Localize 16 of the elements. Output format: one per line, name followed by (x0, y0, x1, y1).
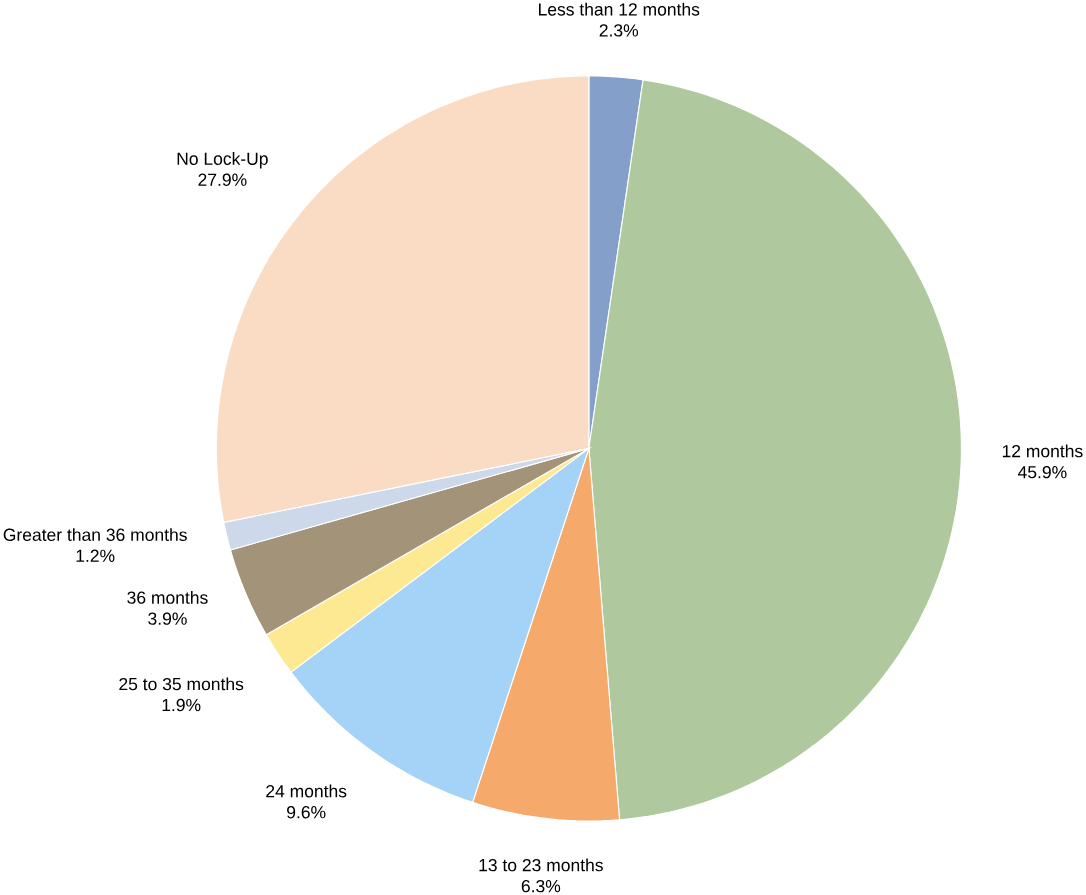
slice-label: 24 months (266, 784, 347, 798)
slice-label: 12 months (1002, 444, 1083, 458)
slice-label: 25 to 35 months (119, 677, 244, 691)
slice-label: No Lock-Up (177, 152, 268, 169)
data-label: 1.2% (76, 549, 115, 562)
slice-label: Greater than 36 months (3, 528, 187, 541)
data-label: 6.3% (521, 879, 561, 893)
data-label: 27.9% (198, 173, 247, 186)
data-label: 2.3% (599, 24, 639, 37)
data-label: 3.9% (148, 612, 187, 625)
slice-label: 36 months (127, 590, 208, 604)
data-label: 1.9% (162, 698, 201, 712)
slice-label: 13 to 23 months (479, 858, 603, 872)
slice-label: Less than 12 months (538, 2, 700, 16)
data-label: 45.9% (1017, 465, 1067, 479)
data-label: 9.6% (287, 805, 326, 819)
